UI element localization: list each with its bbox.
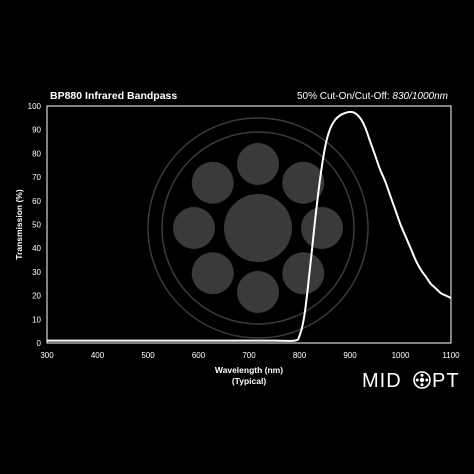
x-tick-label: 1000 — [392, 351, 410, 360]
plot-frame — [46, 105, 452, 344]
x-tick-label: 900 — [343, 351, 357, 360]
cutoff-label: 50% Cut-On/Cut-Off: 830/1000nm — [297, 91, 448, 102]
x-tick-label: 700 — [242, 351, 256, 360]
lens-o-icon — [413, 371, 431, 389]
midopt-watermark-icon — [147, 117, 369, 339]
y-axis-title: Transmission (%) — [14, 189, 24, 260]
y-tick-label: 20 — [32, 292, 41, 301]
watermark-center-dot — [224, 194, 292, 262]
watermark-satellite-dot — [237, 271, 279, 313]
x-axis-subtitle: (Typical) — [232, 376, 266, 386]
watermark-satellite-dot — [301, 207, 343, 249]
cutoff-label-prefix: 50% Cut-On/Cut-Off: — [297, 91, 392, 102]
y-tick-label: 100 — [28, 102, 42, 111]
watermark-satellite-dot — [191, 161, 234, 204]
x-tick-label: 600 — [192, 351, 206, 360]
brand-text-left: MID — [362, 370, 402, 392]
x-tick-label: 1100 — [442, 351, 460, 360]
y-tick-label: 30 — [32, 268, 41, 277]
x-axis: 300 400 500 600 700 800 900 1000 1100 — [40, 351, 460, 360]
y-tick-label: 0 — [37, 339, 42, 348]
watermark-satellite-dot — [173, 207, 215, 249]
watermark-satellite-dot — [282, 252, 325, 295]
y-tick-label: 40 — [32, 244, 41, 253]
x-axis-title: Wavelength (nm) — [215, 365, 283, 375]
y-tick-label: 70 — [32, 173, 41, 182]
x-tick-label: 400 — [91, 351, 105, 360]
y-axis: 0 10 20 30 40 50 60 70 80 90 100 — [28, 102, 42, 348]
y-tick-label: 10 — [32, 315, 41, 324]
y-tick-label: 50 — [32, 221, 41, 230]
brand-text-right: PT — [432, 370, 460, 392]
y-tick-label: 90 — [32, 126, 41, 135]
watermark-outer-ring — [147, 117, 369, 339]
watermark-satellite-dot — [282, 161, 325, 204]
watermark-satellite-dot — [237, 143, 279, 185]
cutoff-label-value: 830/1000nm — [392, 91, 448, 102]
x-tick-label: 800 — [293, 351, 307, 360]
watermark-satellite-dot — [191, 252, 234, 295]
watermark-inner-ring — [161, 131, 355, 325]
brand-logo: MID PT — [362, 370, 460, 392]
x-tick-label: 300 — [40, 351, 54, 360]
y-tick-label: 60 — [32, 197, 41, 206]
transmission-curve — [47, 110, 452, 342]
chart-title: BP880 Infrared Bandpass — [50, 90, 177, 102]
y-tick-label: 80 — [32, 149, 41, 158]
x-tick-label: 500 — [141, 351, 155, 360]
